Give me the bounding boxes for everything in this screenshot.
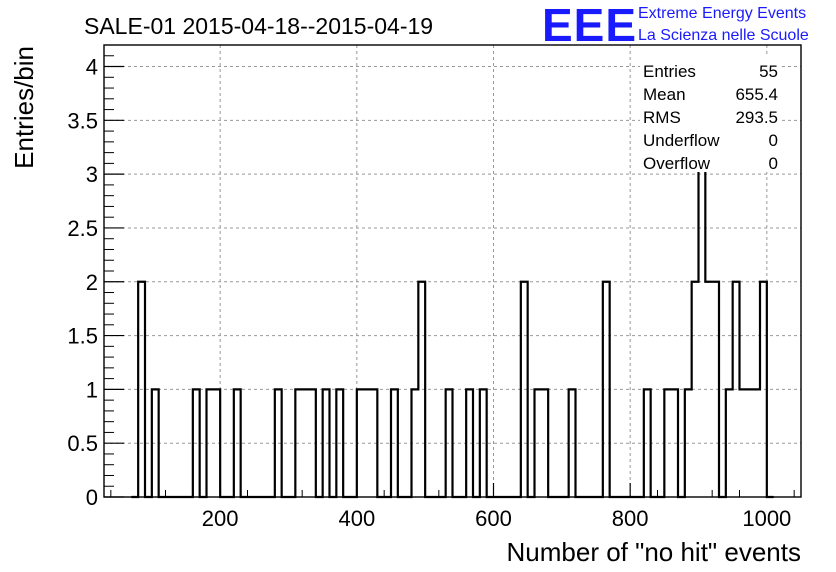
y-tick-label: 0.5 [67,431,98,456]
chart-title: SALE-01 2015-04-18--2015-04-19 [84,13,433,39]
stats-value: 0 [769,131,778,150]
stats-value: 655.4 [735,85,778,104]
x-tick-label: 400 [338,506,375,531]
stats-box-background [640,57,780,172]
axis-ticks: 200 400 600 800 1000 0 0.5 1 1.5 2 2.5 3 3.5 4 [67,55,795,531]
x-tick-label: 800 [612,506,649,531]
stats-box: Entries 55 Mean 655.4 RMS 293.5 Underflow 0 Over… [640,57,780,173]
stats-label: Underflow [643,131,720,150]
y-tick-label: 2 [86,270,98,295]
stats-value: 55 [759,62,778,81]
y-tick-label: 3 [86,162,98,187]
y-tick-label: 3.5 [67,108,98,133]
y-tick-label: 1.5 [67,324,98,349]
x-tick-label: 200 [202,506,239,531]
stats-label: Entries [643,62,696,81]
y-tick-label: 0 [86,485,98,510]
stats-label: Overflow [643,154,711,173]
stats-rows: Entries 55 Mean 655.4 RMS 293.5 Underflow 0 Over… [643,62,778,173]
eee-logo-line2: La Scienza nelle Scuole [638,27,809,44]
eee-logo-mark: EEE [542,0,637,51]
eee-logo-line1: Extreme Energy Events [638,5,806,22]
eee-logo: EEE Extreme Energy Events La Scienza nel… [542,0,809,51]
y-tick-label: 4 [86,55,98,80]
stats-label: Mean [643,85,686,104]
stats-value: 293.5 [735,108,778,127]
x-tick-label: 600 [475,506,512,531]
y-tick-label: 2.5 [67,216,98,241]
y-tick-label: 1 [86,377,98,402]
y-axis-label: Entries/bin [9,46,39,169]
stats-value: 0 [769,154,778,173]
x-tick-label: 1000 [742,506,791,531]
histogram-outline [131,65,774,499]
x-axis-label: Number of "no hit" events [507,537,802,567]
stats-label: RMS [643,108,681,127]
